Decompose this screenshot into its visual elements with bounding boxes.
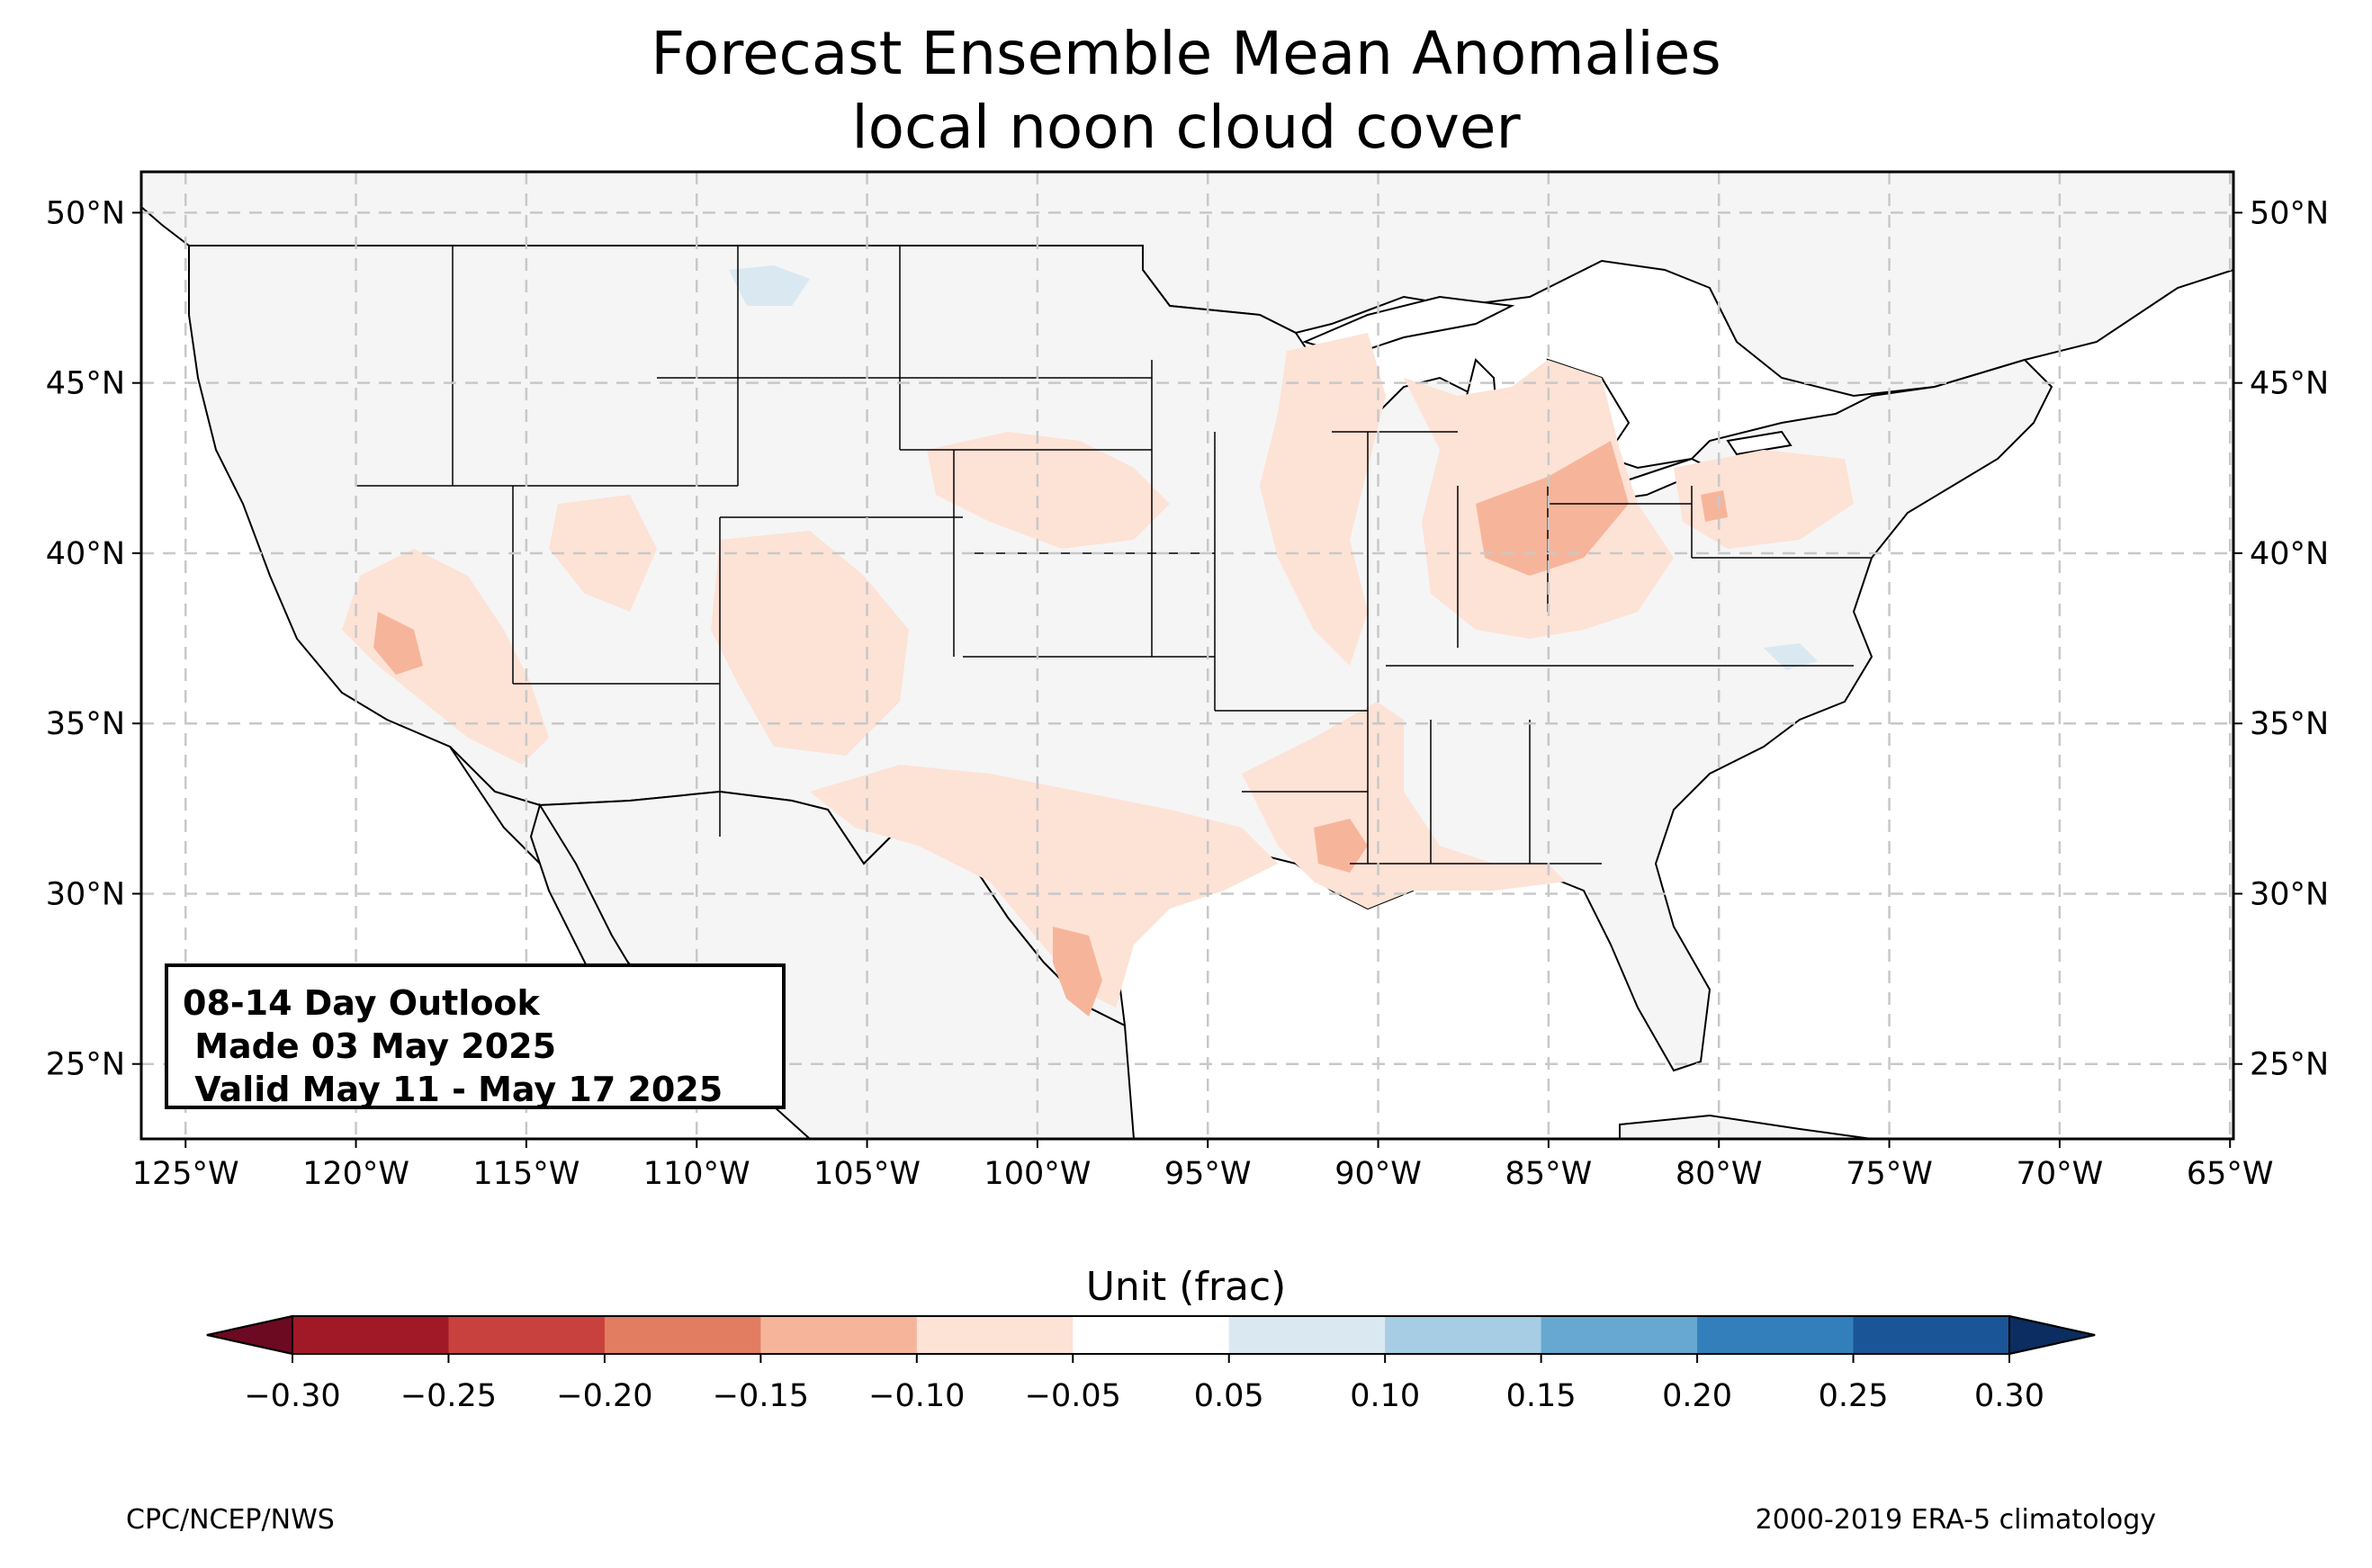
axis-ticks: 125°W 120°W 115°W 110°W 105°W 100°W 95°W 90°W 85… xyxy=(46,195,2329,1192)
colorbar-tick-label: −0.10 xyxy=(868,1378,965,1414)
footer-climatology: 2000-2019 ERA-5 climatology xyxy=(1755,1504,2156,1536)
gridlines xyxy=(141,172,2233,1139)
tick-label-lat-right: 25°N xyxy=(2250,1047,2329,1083)
colorbar-tick-label: −0.05 xyxy=(1025,1378,1121,1414)
colorbar: −0.30 −0.25 −0.20 −0.15 −0.10 −0.05 0.05 0.10 0.… xyxy=(206,1314,2096,1414)
tick-label-lat-right: 45°N xyxy=(2250,366,2329,402)
colorbar-extend-high xyxy=(2008,1314,2096,1356)
tick-label-lon: 120°W xyxy=(302,1156,409,1192)
colorbar-tick-label: 0.15 xyxy=(1506,1378,1577,1414)
anomaly-region xyxy=(1260,333,1386,666)
chart-title: Forecast Ensemble Mean Anomalies xyxy=(651,19,1721,88)
tick-label-lat-left: 30°N xyxy=(46,876,125,912)
anomaly-region xyxy=(729,265,810,306)
tick-label-lat-right: 35°N xyxy=(2250,706,2329,742)
tick-label-lon: 110°W xyxy=(643,1156,750,1192)
colorbar-tick-label: −0.20 xyxy=(556,1378,652,1414)
tick-label-lat-left: 50°N xyxy=(46,195,125,231)
tick-label-lon: 85°W xyxy=(1505,1156,1593,1192)
colorbar-tick-label: 0.30 xyxy=(1974,1378,2044,1414)
tick-label-lon: 125°W xyxy=(132,1156,239,1192)
tick-label-lat-left: 35°N xyxy=(46,706,125,742)
tick-label-lat-left: 25°N xyxy=(46,1047,125,1083)
anomaly-region xyxy=(1314,819,1368,873)
anomaly-region xyxy=(1764,643,1818,670)
colorbar-bin xyxy=(1697,1316,1855,1354)
tick-label-lon: 100°W xyxy=(984,1156,1091,1192)
anomaly-region xyxy=(373,612,423,675)
colorbar-tick-label: −0.25 xyxy=(400,1378,497,1414)
tick-label-lon: 115°W xyxy=(472,1156,580,1192)
colorbar-bin xyxy=(604,1316,761,1354)
colorbar-tick-label: −0.15 xyxy=(713,1378,809,1414)
colorbar-bin xyxy=(1385,1316,1542,1354)
info-line-3: Valid May 11 - May 17 2025 xyxy=(183,1070,723,1109)
colorbar-bin xyxy=(1541,1316,1698,1354)
anomaly-layer xyxy=(342,265,1854,1017)
colorbar-tick-label: 0.25 xyxy=(1819,1378,1889,1414)
info-line-2: Made 03 May 2025 xyxy=(183,1026,557,1066)
cuba-landmass xyxy=(1619,1114,1873,1140)
colorbar-bin xyxy=(1853,1316,2010,1354)
colorbar-tick-label: 0.10 xyxy=(1350,1378,1420,1414)
anomaly-region xyxy=(927,432,1170,549)
anomaly-region xyxy=(1476,441,1629,576)
anomaly-region xyxy=(342,549,549,765)
tick-label-lat-right: 50°N xyxy=(2250,195,2329,231)
map-frame xyxy=(139,170,2235,1141)
tick-label-lon: 80°W xyxy=(1676,1156,1763,1192)
chart-subtitle: local noon cloud cover xyxy=(851,93,1521,162)
colorbar-label: Unit (frac) xyxy=(1085,1264,1287,1310)
colorbar-extend-low xyxy=(206,1314,293,1356)
colorbar-bin xyxy=(1073,1316,1230,1354)
colorbar-bin xyxy=(760,1316,918,1354)
forecast-info-box: 08-14 Day Outlook Made 03 May 2025 Valid… xyxy=(165,963,786,1109)
colorbar-bin xyxy=(1228,1316,1386,1354)
state-borders xyxy=(355,246,1872,865)
colorbar-tick-label: 0.05 xyxy=(1194,1378,1264,1414)
colorbar-tick-label: 0.20 xyxy=(1662,1378,1732,1414)
tick-label-lon: 95°W xyxy=(1164,1156,1252,1192)
colorbar-bin xyxy=(448,1316,606,1354)
footer-source: CPC/NCEP/NWS xyxy=(126,1504,335,1536)
anomaly-region xyxy=(1053,927,1102,1017)
colorbar-bin xyxy=(916,1316,1074,1354)
info-line-1: 08-14 Day Outlook xyxy=(183,983,540,1023)
tick-label-lon: 105°W xyxy=(813,1156,921,1192)
tick-label-lon: 65°W xyxy=(2187,1156,2274,1192)
tick-label-lon: 70°W xyxy=(2017,1156,2104,1192)
tick-label-lat-right: 30°N xyxy=(2250,876,2329,912)
tick-label-lon: 75°W xyxy=(1846,1156,1933,1192)
colorbar-bin xyxy=(292,1316,449,1354)
anomaly-region xyxy=(810,765,1278,1008)
anomaly-region xyxy=(1701,490,1728,522)
tick-label-lat-left: 40°N xyxy=(46,536,125,572)
anomaly-region xyxy=(711,531,909,756)
tick-label-lon: 90°W xyxy=(1334,1156,1422,1192)
tick-label-lat-left: 45°N xyxy=(46,366,125,402)
colorbar-tick-label: −0.30 xyxy=(244,1378,340,1414)
lake-ontario xyxy=(1726,430,1792,456)
tick-label-lat-right: 40°N xyxy=(2250,536,2329,572)
